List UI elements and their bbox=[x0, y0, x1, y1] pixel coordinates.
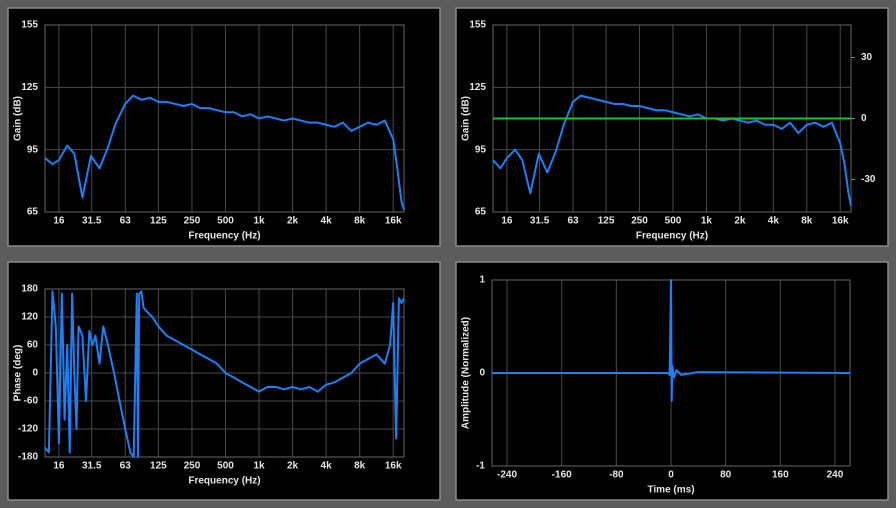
series-line bbox=[44, 94, 405, 211]
y-axis-label: Amplitude (Normalized) bbox=[461, 317, 472, 429]
x-tick-label: 4k bbox=[321, 216, 333, 227]
x-axis-label: Frequency (Hz) bbox=[636, 231, 708, 242]
x-tick-label: 63 bbox=[120, 461, 132, 472]
x-tick-label: 2k bbox=[287, 461, 299, 472]
y2-tick-label: -30 bbox=[861, 174, 876, 185]
x-tick-label: 16 bbox=[53, 461, 65, 472]
series-line bbox=[492, 279, 851, 402]
y2-tick-label: 30 bbox=[861, 52, 873, 63]
x-tick-label: 500 bbox=[217, 461, 234, 472]
y-tick-label: 180 bbox=[21, 284, 38, 295]
x-tick-label: 125 bbox=[150, 461, 167, 472]
x-tick-label: 250 bbox=[631, 216, 648, 227]
x-tick-label: -160 bbox=[552, 470, 572, 481]
y-axis-label: Gain (dB) bbox=[13, 96, 24, 141]
series-line bbox=[44, 290, 405, 458]
panel bbox=[455, 7, 889, 247]
y-tick-label: 120 bbox=[21, 312, 38, 323]
x-tick-label: 4k bbox=[768, 216, 780, 227]
x-tick-label: 31.5 bbox=[82, 216, 102, 227]
y2-tick-label: 0 bbox=[861, 113, 867, 124]
plot-frame bbox=[44, 24, 405, 213]
x-tick-label: 63 bbox=[120, 216, 132, 227]
y-tick-label: -120 bbox=[18, 424, 38, 435]
x-tick-label: 16k bbox=[385, 461, 402, 472]
x-tick-label: 250 bbox=[184, 461, 201, 472]
y-tick-label: -60 bbox=[24, 396, 39, 407]
y-tick-label: 0 bbox=[479, 368, 485, 379]
x-tick-label: 2k bbox=[734, 216, 746, 227]
x-tick-label: 4k bbox=[321, 461, 333, 472]
y-tick-label: -1 bbox=[476, 461, 485, 472]
y-tick-label: 0 bbox=[32, 368, 38, 379]
x-tick-label: 160 bbox=[772, 470, 789, 481]
x-tick-label: -80 bbox=[609, 470, 624, 481]
x-axis-label: Frequency (Hz) bbox=[188, 231, 260, 242]
x-tick-label: 16k bbox=[385, 216, 402, 227]
x-tick-label: -240 bbox=[497, 470, 517, 481]
x-tick-label: 63 bbox=[567, 216, 579, 227]
x-tick-label: 240 bbox=[827, 470, 844, 481]
y-tick-label: 1 bbox=[479, 275, 485, 286]
x-tick-label: 125 bbox=[150, 216, 167, 227]
x-tick-label: 8k bbox=[801, 216, 813, 227]
x-tick-label: 16 bbox=[501, 216, 513, 227]
x-tick-label: 16 bbox=[53, 216, 65, 227]
x-tick-label: 1k bbox=[701, 216, 713, 227]
x-tick-label: 2k bbox=[287, 216, 299, 227]
x-tick-label: 1k bbox=[253, 216, 265, 227]
x-tick-label: 500 bbox=[217, 216, 234, 227]
panel bbox=[7, 261, 441, 501]
x-tick-label: 8k bbox=[354, 216, 366, 227]
x-tick-label: 125 bbox=[598, 216, 615, 227]
x-tick-label: 500 bbox=[665, 216, 682, 227]
y-axis-label: Phase (deg) bbox=[13, 345, 24, 402]
series-line bbox=[492, 94, 852, 206]
y-tick-label: -180 bbox=[18, 452, 38, 463]
y-tick-label: 125 bbox=[21, 82, 38, 93]
y-tick-label: 95 bbox=[475, 144, 487, 155]
x-tick-label: 0 bbox=[668, 470, 674, 481]
x-axis-label: Frequency (Hz) bbox=[188, 476, 260, 487]
x-tick-label: 1k bbox=[253, 461, 265, 472]
x-tick-label: 16k bbox=[832, 216, 849, 227]
y-tick-label: 155 bbox=[469, 20, 486, 31]
panel bbox=[7, 7, 441, 247]
y-tick-label: 125 bbox=[469, 82, 486, 93]
y-tick-label: 65 bbox=[475, 207, 487, 218]
x-axis-label: Time (ms) bbox=[647, 485, 694, 496]
x-tick-label: 31.5 bbox=[82, 461, 102, 472]
y-tick-label: 95 bbox=[27, 144, 39, 155]
x-tick-label: 80 bbox=[720, 470, 732, 481]
y-tick-label: 155 bbox=[21, 20, 38, 31]
x-tick-label: 8k bbox=[354, 461, 366, 472]
plot-frame bbox=[44, 288, 405, 458]
x-tick-label: 250 bbox=[184, 216, 201, 227]
y-tick-label: 60 bbox=[27, 340, 39, 351]
y-axis-label: Gain (dB) bbox=[461, 96, 472, 141]
y-tick-label: 65 bbox=[27, 207, 39, 218]
x-tick-label: 31.5 bbox=[530, 216, 550, 227]
